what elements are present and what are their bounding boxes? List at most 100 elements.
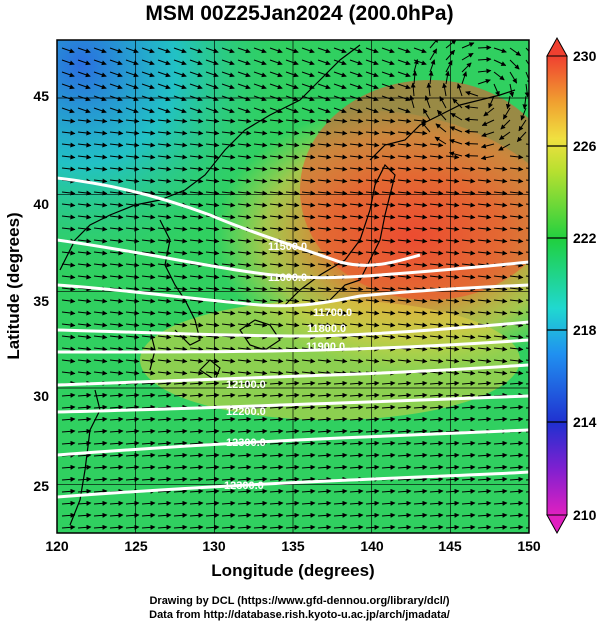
wind-arrow [509,370,524,376]
wind-arrow [509,202,524,208]
wind-arrow [141,47,155,54]
wind-arrow [269,404,284,410]
wind-arrow [237,83,251,90]
wind-arrow [525,143,529,145]
wind-arrow [189,107,203,114]
wind-arrow [141,274,156,280]
wind-arrow [424,95,431,109]
wind-arrow [381,500,396,506]
wind-arrow [141,452,156,458]
wind-arrow [365,250,380,256]
wind-arrow [77,274,92,280]
wind-arrow [477,370,492,376]
wind-arrow [237,274,252,280]
contour-label: 11500.0 [268,241,307,253]
wind-arrow [205,142,220,148]
wind-arrow [397,83,411,90]
wind-arrow [237,214,252,220]
wind-arrow [93,47,107,54]
wind-arrow [205,500,220,506]
wind-arrow [109,83,123,90]
wind-arrow [61,310,76,316]
wind-arrow [397,118,412,124]
wind-arrow [349,83,363,90]
wind-arrow [77,142,92,148]
wind-arrow [77,107,91,114]
wind-arrow [429,142,444,148]
wind-arrow [125,154,140,160]
wind-arrow [125,214,140,220]
wind-arrow [61,440,76,446]
wind-arrow [525,383,529,385]
wind-arrow [413,226,428,232]
wind-arrow [461,274,476,280]
wind-arrow [429,334,444,340]
wind-arrow [77,190,92,196]
wind-arrow [509,358,524,364]
contour-label: 11700.0 [313,307,352,319]
wind-arrow [205,428,220,434]
wind-arrow [349,310,364,316]
wind-arrow [481,119,495,126]
wind-arrow [365,118,380,124]
wind-arrow [488,95,495,109]
wind-arrow [365,322,380,328]
wind-arrow [429,214,444,220]
wind-arrow [77,83,91,90]
wind-arrow [141,262,156,268]
wind-arrow [381,334,396,340]
x-tick-label: 120 [45,538,69,554]
wind-arrow [237,346,252,352]
wind-arrow [157,476,172,482]
wind-arrow [109,440,124,446]
wind-arrow [493,298,508,304]
wind-arrow [493,488,508,494]
wind-arrow [317,226,332,232]
wind-arrow [317,166,332,172]
wind-arrow [301,416,316,422]
wind-arrow [61,334,76,340]
wind-arrow [477,68,492,74]
wind-arrow [141,130,156,136]
wind-arrow [157,83,171,90]
wind-arrow [173,440,188,446]
wind-arrow [301,476,316,482]
wind-arrow [381,358,396,364]
wind-arrow [237,95,251,102]
wind-arrow [509,47,521,56]
wind-arrow [221,59,235,66]
wind-arrow [237,286,252,292]
wind-arrow [93,83,107,90]
wind-arrow [189,250,204,256]
wind-arrow [397,142,412,148]
wind-arrow [221,286,236,292]
wind-arrow [333,95,347,102]
wind-arrow [77,416,92,422]
wind-arrow [397,392,412,398]
wind-arrow [445,214,460,220]
wind-arrow [77,334,92,340]
wind-arrow [93,322,108,328]
wind-arrow [285,202,300,208]
wind-arrow [301,142,316,148]
wind-arrow [509,190,524,196]
wind-arrow [381,452,396,458]
wind-arrow [253,178,268,184]
wind-arrow [109,47,123,54]
wind-arrow [189,71,203,78]
wind-arrow [93,334,108,340]
wind-arrow [189,166,204,172]
wind-arrow [189,83,203,90]
wind-arrow [317,428,332,434]
wind-arrow [109,404,124,410]
wind-arrow [253,238,268,244]
wind-arrow [381,107,395,114]
wind-arrow [381,71,395,78]
wind-arrow [93,250,108,256]
wind-arrow [429,488,444,494]
wind-arrow [464,129,479,135]
wind-arrow [61,95,75,102]
wind-arrow [525,371,529,373]
wind-arrow [397,416,412,422]
wind-arrow [173,428,188,434]
